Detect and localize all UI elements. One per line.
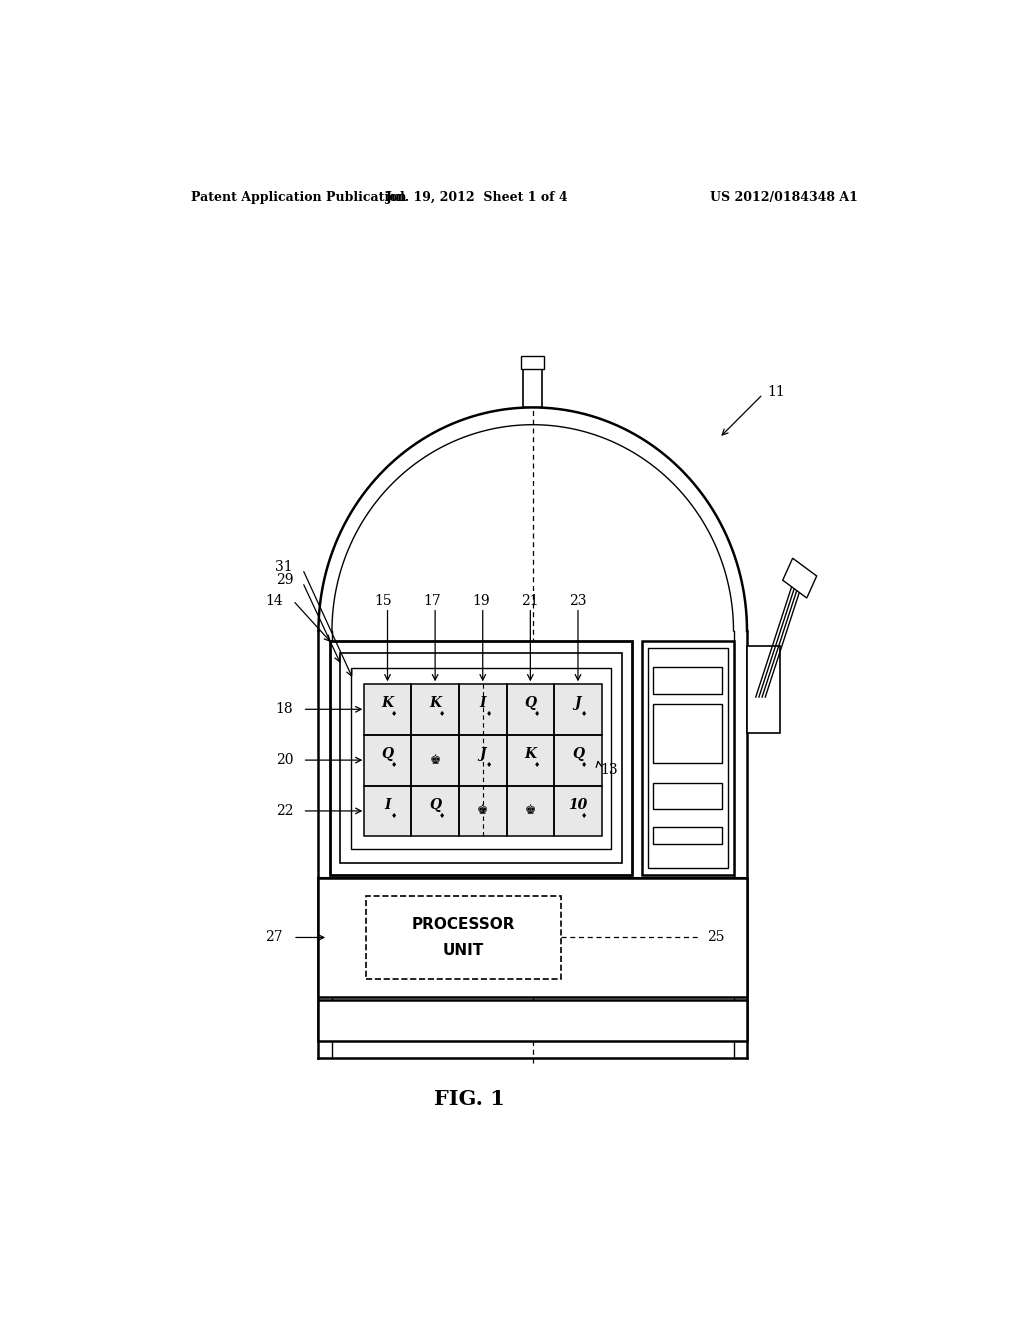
Bar	[653, 784, 722, 809]
Text: ♚: ♚	[429, 754, 440, 767]
Text: FIG. 1: FIG. 1	[434, 1089, 505, 1109]
Text: I: I	[384, 797, 391, 812]
Text: 27: 27	[265, 931, 283, 945]
Text: Q: Q	[524, 696, 537, 710]
Bar	[459, 785, 507, 837]
Bar	[523, 368, 543, 408]
Text: 21: 21	[521, 594, 540, 607]
Bar	[340, 653, 623, 863]
Text: 31: 31	[275, 560, 293, 574]
Text: ♦: ♦	[486, 711, 493, 717]
Text: UNIT: UNIT	[442, 944, 484, 958]
Bar	[459, 684, 507, 735]
Text: ♦: ♦	[534, 762, 540, 768]
Text: J: J	[479, 747, 486, 762]
Bar	[653, 667, 722, 694]
Text: 19: 19	[472, 594, 489, 607]
Text: 22: 22	[275, 804, 293, 818]
Bar	[364, 684, 602, 837]
Bar	[554, 735, 602, 785]
Bar	[653, 704, 722, 763]
Bar	[412, 684, 459, 735]
Text: Patent Application Publication: Patent Application Publication	[191, 190, 407, 203]
Bar	[554, 684, 602, 735]
Bar	[748, 647, 780, 733]
Text: ♦: ♦	[438, 813, 444, 818]
Bar	[782, 558, 817, 598]
Text: 14: 14	[265, 594, 283, 607]
Text: ♦: ♦	[582, 711, 588, 717]
Text: 13: 13	[600, 763, 617, 777]
Text: ♦: ♦	[391, 762, 397, 768]
Text: 20: 20	[275, 754, 293, 767]
Bar	[521, 355, 544, 368]
Text: 18: 18	[275, 702, 293, 717]
Bar	[331, 642, 632, 875]
Text: 29: 29	[275, 573, 293, 587]
Bar	[318, 1001, 748, 1040]
Text: 10: 10	[568, 797, 588, 812]
Bar	[364, 735, 412, 785]
Text: ♦: ♦	[486, 762, 493, 768]
Text: Q: Q	[429, 797, 441, 812]
Text: K: K	[382, 696, 393, 710]
Text: 23: 23	[569, 594, 587, 607]
Text: Jul. 19, 2012  Sheet 1 of 4: Jul. 19, 2012 Sheet 1 of 4	[386, 190, 568, 203]
Text: PROCESSOR: PROCESSOR	[412, 917, 515, 932]
Text: ♚: ♚	[524, 804, 536, 817]
Bar	[412, 735, 459, 785]
Bar	[554, 785, 602, 837]
Bar	[351, 668, 611, 849]
Text: 11: 11	[767, 385, 784, 399]
Text: US 2012/0184348 A1: US 2012/0184348 A1	[711, 190, 858, 203]
Bar	[648, 648, 728, 867]
Bar	[642, 642, 733, 875]
Text: ♦: ♦	[582, 813, 588, 818]
Text: ♦: ♦	[391, 711, 397, 717]
Text: K: K	[524, 747, 537, 762]
Bar	[364, 684, 412, 735]
Bar	[318, 878, 748, 997]
Bar	[412, 785, 459, 837]
Text: Q: Q	[572, 747, 584, 762]
Text: 25: 25	[708, 931, 725, 945]
Text: Q: Q	[382, 747, 393, 762]
Text: ♦: ♦	[582, 762, 588, 768]
Text: ♦: ♦	[391, 813, 397, 818]
Bar	[367, 896, 560, 978]
Text: ♚: ♚	[477, 804, 488, 817]
Text: ♦: ♦	[534, 711, 540, 717]
Bar	[459, 735, 507, 785]
Bar	[507, 684, 554, 735]
Text: I: I	[479, 696, 486, 710]
Text: ♦: ♦	[438, 711, 444, 717]
Text: 15: 15	[375, 594, 392, 607]
Bar	[653, 826, 722, 845]
Text: 17: 17	[423, 594, 440, 607]
Bar	[364, 785, 412, 837]
Text: K: K	[429, 696, 441, 710]
Text: J: J	[574, 696, 582, 710]
Bar	[507, 785, 554, 837]
Bar	[507, 735, 554, 785]
